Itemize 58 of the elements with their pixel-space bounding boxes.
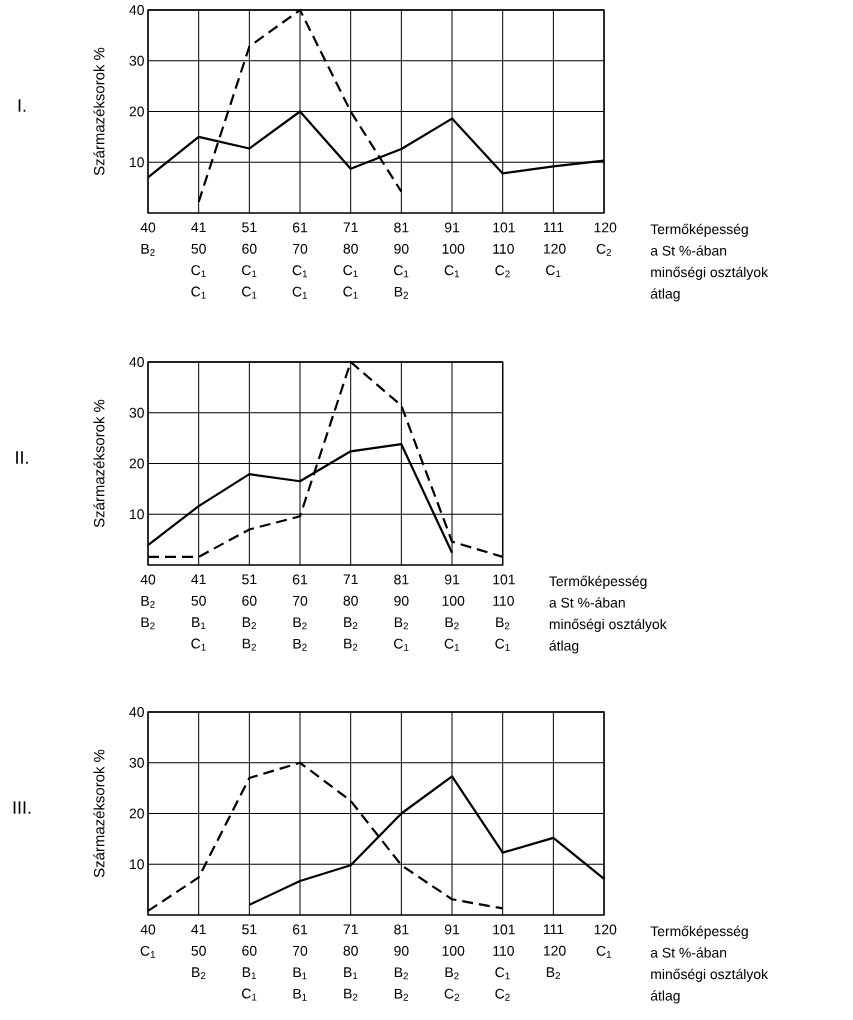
x-tick-label: 120 C$_{1}$ xyxy=(594,924,617,958)
x-tick-label: 101 110 C$_{1}$ C$_{2}$ xyxy=(493,924,515,1001)
text: I. xyxy=(18,99,26,112)
text: a St %-ában xyxy=(650,245,727,256)
x-tick-label: 41 50 B$_{2}$ xyxy=(191,924,206,980)
y-tick-label: 10 xyxy=(130,859,144,870)
y-tick-label: 30 xyxy=(129,407,144,418)
text: Termőképesség xyxy=(549,575,647,589)
y-axis-title: Származéksorok % xyxy=(93,399,105,528)
x-tick-label: 61 70 B$_{1}$ B$_{1}$ xyxy=(292,924,308,1001)
y-tick-label: 10 xyxy=(130,509,144,520)
text: III. xyxy=(13,801,31,814)
y-tick-label: 30 xyxy=(129,55,144,66)
x-tick-label: 91 100 B$_{2}$ C$_{1}$ xyxy=(442,574,465,651)
text: II. xyxy=(16,451,28,464)
x-tick-label: 111 120 B$_{2}$ xyxy=(543,924,566,980)
text: átlag xyxy=(549,640,579,654)
y-axis-title: Származéksorok % xyxy=(93,47,105,176)
x-tick-label: 51 60 B$_{2}$ B$_{2}$ xyxy=(242,574,257,651)
y-tick-label: 40 xyxy=(129,707,144,717)
text: Termőképesség xyxy=(650,925,748,939)
x-tick-label: 81 90 B$_{2}$ B$_{2}$ xyxy=(394,924,409,1001)
x-tick-label: 40 B$_{2}$ B$_{2}$ xyxy=(140,574,156,630)
y-tick-label: 40 xyxy=(129,5,144,15)
text: átlag xyxy=(650,990,680,1004)
y-axis-title: Származéksorok % xyxy=(93,749,105,878)
x-tick-label: 71 80 B$_{1}$ B$_{2}$ xyxy=(343,924,358,1001)
x-tick-label: 41 50 B$_{1}$ C$_{1}$ xyxy=(191,574,206,651)
x-tick-label: 51 60 C$_{1}$ C$_{1}$ xyxy=(242,222,257,299)
text: Termőképesség xyxy=(650,223,748,237)
y-tick-label: 20 xyxy=(129,106,144,117)
x-tick-label: 91 100 B$_{2}$ C$_{2}$ xyxy=(442,924,465,1001)
y-tick-label: 20 xyxy=(129,808,144,819)
x-tick-label: 40 B$_{2}$ xyxy=(140,222,156,256)
text: minőségi osztályok xyxy=(651,266,769,280)
x-tick-label: 81 90 C$_{1}$ B$_{2}$ xyxy=(394,222,409,299)
text: átlag xyxy=(650,288,680,302)
y-tick-label: 40 xyxy=(129,357,144,367)
x-tick-label: 91 100 C$_{1}$ xyxy=(442,222,465,278)
text: a St %-ában xyxy=(650,947,727,958)
x-tick-label: 61 70 C$_{1}$ C$_{1}$ xyxy=(292,222,308,299)
text: minőségi osztályok xyxy=(549,618,667,632)
y-tick-label: 30 xyxy=(129,757,144,768)
x-tick-label: 101 110 C$_{2}$ xyxy=(493,222,515,278)
y-tick-label: 10 xyxy=(130,157,144,168)
x-tick-label: 41 50 C$_{1}$ C$_{1}$ xyxy=(191,222,206,299)
text: minőségi osztályok xyxy=(651,968,769,982)
x-tick-label: 51 60 B$_{1}$ C$_{1}$ xyxy=(242,924,257,1001)
x-tick-label: 40 C$_{1}$ xyxy=(140,924,156,958)
x-tick-label: 71 80 B$_{2}$ B$_{2}$ xyxy=(343,574,358,651)
x-tick-label: 61 70 B$_{2}$ B$_{2}$ xyxy=(292,574,308,651)
x-tick-label: 120 C$_{2}$ xyxy=(594,222,617,256)
y-tick-label: 20 xyxy=(129,458,144,469)
x-tick-label: 101 110 B$_{2}$ C$_{1}$ xyxy=(493,574,515,651)
x-tick-label: 111 120 C$_{1}$ xyxy=(543,222,566,278)
x-tick-label: 71 80 C$_{1}$ C$_{1}$ xyxy=(343,222,358,299)
x-tick-label: 81 90 B$_{2}$ C$_{1}$ xyxy=(394,574,409,651)
text: a St %-ában xyxy=(549,597,625,608)
